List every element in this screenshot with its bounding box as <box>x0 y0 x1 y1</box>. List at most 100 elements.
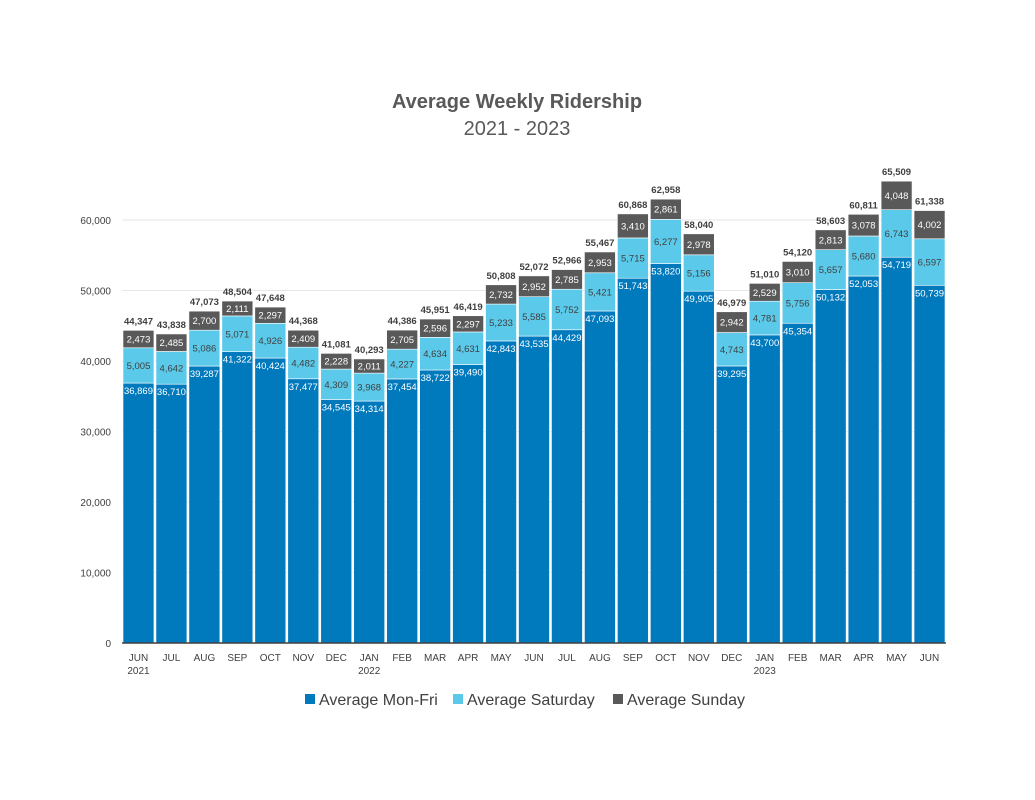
data-label: 6,743 <box>885 229 909 240</box>
total-label: 44,386 <box>388 316 417 327</box>
data-label: 49,905 <box>684 294 713 305</box>
bar-segment-average-saturday <box>353 372 385 402</box>
bar-segment-average-mon-fri <box>452 364 484 644</box>
data-label: 3,410 <box>621 221 645 232</box>
data-label: 2,942 <box>720 318 744 329</box>
total-label: 40,293 <box>355 345 384 356</box>
bar-segment-average-mon-fri <box>485 340 517 644</box>
total-label: 46,979 <box>717 298 746 309</box>
data-label: 54,719 <box>882 260 911 271</box>
x-tick-label: JAN <box>755 653 774 664</box>
data-label: 42,843 <box>487 344 516 355</box>
total-label: 55,467 <box>585 238 614 249</box>
data-label: 2,529 <box>753 288 777 299</box>
legend-swatch <box>613 694 623 704</box>
bar-segment-average-saturday <box>518 296 550 337</box>
x-tick-label: JUL <box>558 653 576 664</box>
bar-segment-average-mon-fri <box>122 382 155 644</box>
data-label: 2,473 <box>127 335 151 346</box>
x-tick-label: JUL <box>163 653 181 664</box>
bar-segment-average-sunday <box>617 213 649 239</box>
bar-segment-average-sunday <box>715 311 748 333</box>
data-label: 6,597 <box>918 258 942 269</box>
data-label: 36,710 <box>157 387 186 398</box>
y-tick-label: 0 <box>105 639 111 650</box>
x-tick-label: DEC <box>326 653 347 664</box>
data-label: 3,078 <box>852 221 876 232</box>
y-tick-label: 40,000 <box>80 357 111 368</box>
data-label: 34,545 <box>322 402 351 413</box>
bar-segment-average-sunday <box>122 330 155 349</box>
data-label: 5,756 <box>786 298 810 309</box>
x-tick-label: JAN <box>360 653 379 664</box>
x-tick-label: SEP <box>623 653 643 664</box>
bar-segment-average-sunday <box>584 251 616 274</box>
total-label: 47,073 <box>190 297 219 308</box>
x-tick-label: 2023 <box>754 666 777 677</box>
bar-segment-average-sunday <box>748 283 781 302</box>
data-label: 37,454 <box>388 382 417 393</box>
data-label: 3,968 <box>357 383 381 394</box>
bar-segment-average-mon-fri <box>386 378 418 644</box>
bar-segment-average-mon-fri <box>781 322 814 644</box>
bar-segment-average-sunday <box>518 275 550 298</box>
data-label: 4,227 <box>390 360 414 371</box>
bar-segment-average-mon-fri <box>847 275 880 644</box>
chart-title: Average Weekly Ridership <box>392 91 642 113</box>
data-label: 40,424 <box>256 361 285 372</box>
bar-segment-average-mon-fri <box>287 378 320 644</box>
data-label: 4,781 <box>753 314 777 325</box>
bar-segment-average-saturday <box>913 238 946 286</box>
x-tick-label: APR <box>458 653 479 664</box>
data-label: 51,743 <box>618 281 647 292</box>
data-label: 2,785 <box>555 275 579 286</box>
data-label: 2,861 <box>654 205 678 216</box>
data-label: 5,680 <box>852 252 876 263</box>
data-label: 2,228 <box>324 357 348 368</box>
data-label: 41,322 <box>223 355 252 366</box>
data-label: 5,421 <box>588 287 612 298</box>
total-label: 50,808 <box>487 271 516 282</box>
data-label: 2,952 <box>522 282 546 293</box>
bar-segment-average-saturday <box>221 315 254 352</box>
x-tick-label: JUN <box>129 653 148 664</box>
bar-segment-average-sunday <box>386 329 418 350</box>
bar-segment-average-sunday <box>814 229 847 250</box>
data-label: 5,156 <box>687 268 711 279</box>
bar-segment-average-sunday <box>551 269 583 290</box>
x-tick-label: JUN <box>920 653 939 664</box>
data-label: 2,978 <box>687 240 711 251</box>
data-label: 50,739 <box>915 288 944 299</box>
x-tick-label: DEC <box>721 653 742 664</box>
bar-segment-average-mon-fri <box>419 369 451 644</box>
bar-segment-average-saturday <box>551 288 583 331</box>
data-label: 34,314 <box>355 404 384 415</box>
data-label: 5,005 <box>127 361 151 372</box>
bar-segment-average-saturday <box>748 300 781 336</box>
data-label: 2,409 <box>291 334 315 345</box>
data-label: 43,535 <box>519 339 548 350</box>
bar-segment-average-saturday <box>584 272 616 312</box>
data-label: 45,354 <box>783 326 812 337</box>
total-label: 44,347 <box>124 316 153 327</box>
bar-segment-average-saturday <box>320 368 353 400</box>
bar-segment-average-mon-fri <box>683 290 715 644</box>
bar-segment-average-sunday <box>419 318 451 338</box>
data-label: 37,477 <box>289 382 318 393</box>
x-tick-label: SEP <box>227 653 247 664</box>
bar-segment-average-sunday <box>847 213 880 237</box>
bar-segment-average-mon-fri <box>748 334 781 644</box>
data-label: 2,297 <box>456 319 480 330</box>
bar-segment-average-mon-fri <box>814 289 847 644</box>
bar-segment-average-saturday <box>847 235 880 277</box>
bar-segment-average-sunday <box>913 210 946 240</box>
data-label: 4,631 <box>456 344 480 355</box>
x-tick-label: APR <box>853 653 874 664</box>
bar-segment-average-sunday <box>650 198 682 220</box>
total-label: 52,072 <box>519 262 548 273</box>
data-label: 2,111 <box>226 304 248 315</box>
total-label: 54,120 <box>783 247 812 258</box>
total-label: 61,338 <box>915 197 944 208</box>
data-label: 5,071 <box>225 329 249 340</box>
x-tick-label: AUG <box>589 653 611 664</box>
